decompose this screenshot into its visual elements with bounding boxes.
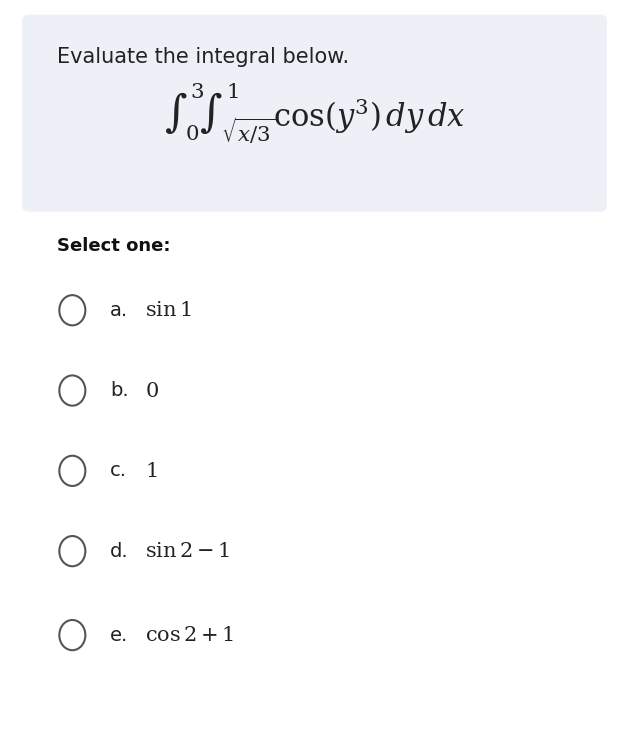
Text: $\sin 1$: $\sin 1$ [145,300,191,320]
Text: $\sin 2 - 1$: $\sin 2 - 1$ [145,541,230,561]
Text: e.: e. [110,626,128,645]
Circle shape [59,456,86,486]
Text: d.: d. [110,542,129,561]
Text: $\cos 2 + 1$: $\cos 2 + 1$ [145,625,234,645]
Text: Evaluate the integral below.: Evaluate the integral below. [57,47,348,67]
FancyBboxPatch shape [22,15,607,212]
Circle shape [59,620,86,650]
Text: a.: a. [110,301,128,320]
Text: $1$: $1$ [145,461,157,481]
Circle shape [59,295,86,326]
Circle shape [59,375,86,406]
Text: $0$: $0$ [145,380,159,401]
Text: Select one:: Select one: [57,237,170,255]
Circle shape [59,536,86,566]
Text: $\int_0^{3}\!\int_{\sqrt{x/3}}^{1}\cos(y^3)\,dy\,dx$: $\int_0^{3}\!\int_{\sqrt{x/3}}^{1}\cos(y… [164,80,465,146]
Text: c.: c. [110,461,127,480]
Text: b.: b. [110,381,129,400]
